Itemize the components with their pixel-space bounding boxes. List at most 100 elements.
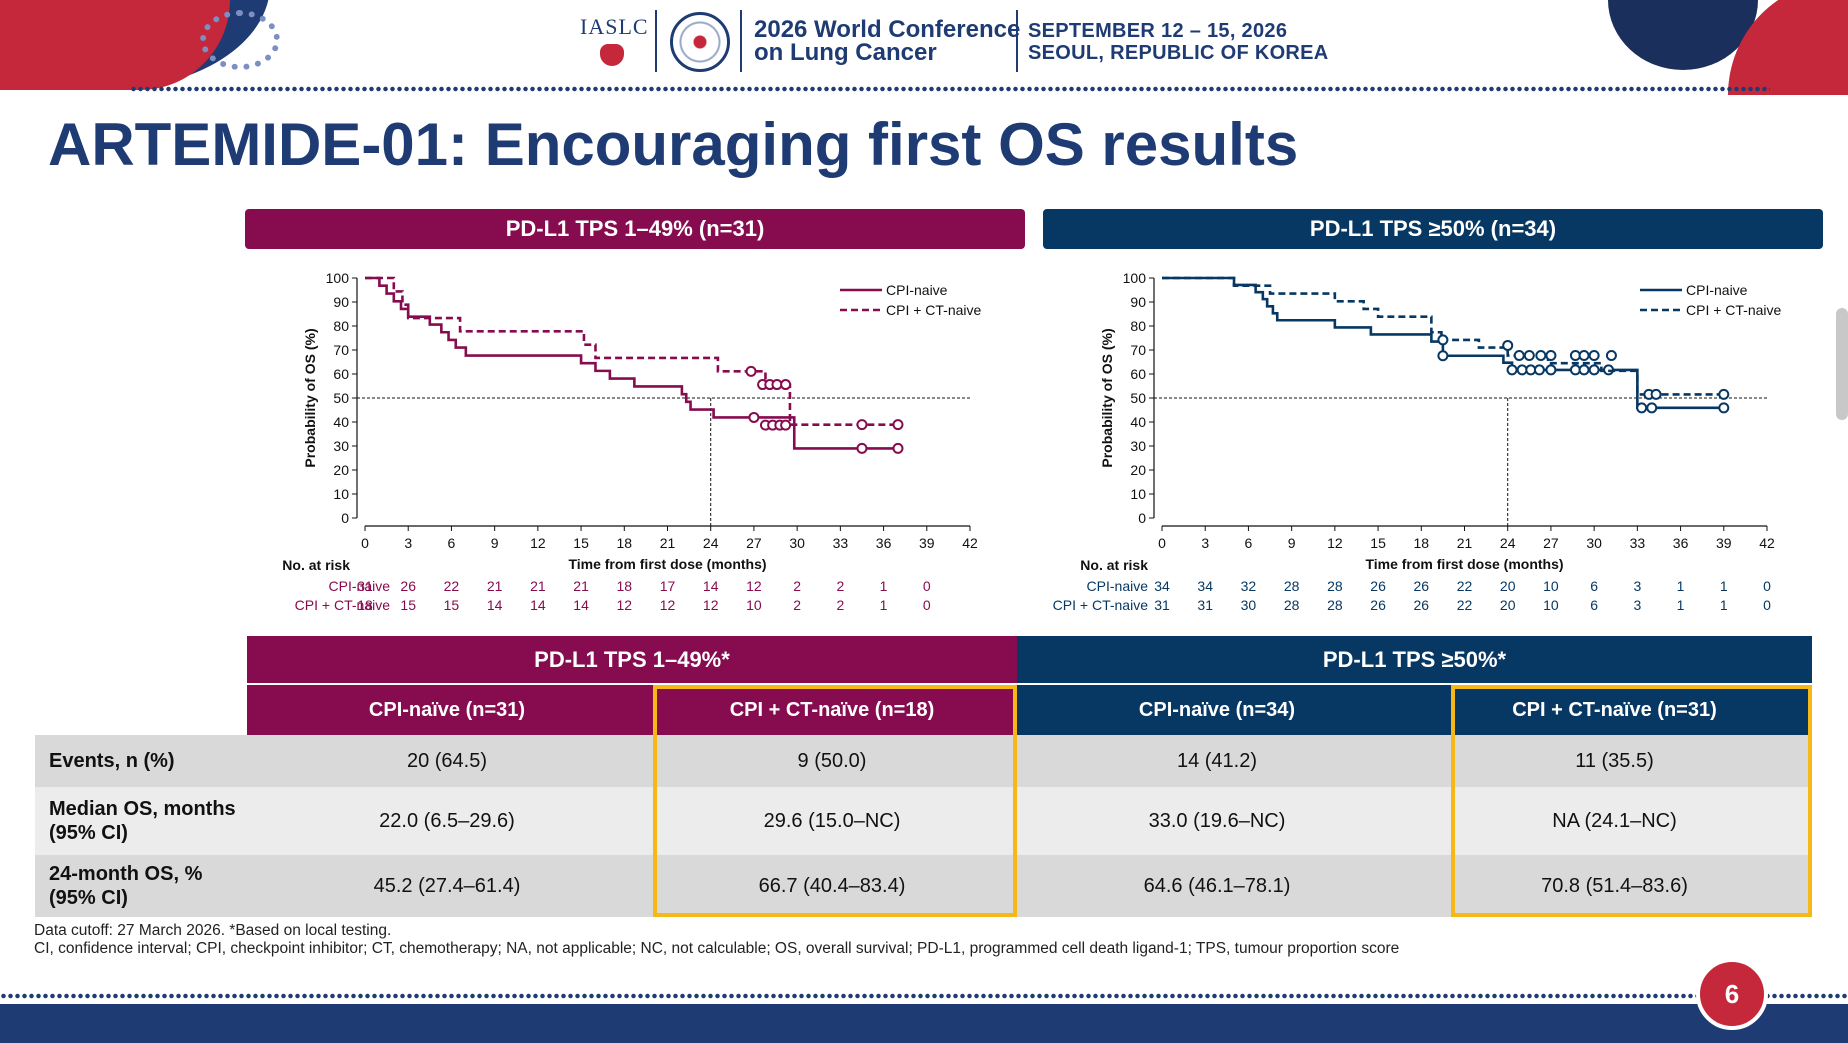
at-risk-count: 17 xyxy=(660,578,676,594)
at-risk-count: 34 xyxy=(1197,578,1213,594)
legend-label: CPI-naive xyxy=(886,282,948,298)
censor-marker xyxy=(780,419,792,431)
at-risk-count: 31 xyxy=(1197,597,1213,613)
conference-dates: SEPTEMBER 12 – 15, 2026 xyxy=(1028,20,1288,42)
censor-marker xyxy=(1636,402,1648,414)
y-tick-label: 40 xyxy=(1130,414,1146,430)
footer-bar xyxy=(0,1004,1848,1043)
panel-header-tps-50: PD-L1 TPS ≥50% (n=34) xyxy=(1043,209,1823,249)
censor-marker xyxy=(1513,350,1525,362)
y-tick-label: 60 xyxy=(333,366,349,382)
table-col-header: CPI + CT-naïve (n=18) xyxy=(647,685,1017,735)
table-row xyxy=(35,855,1812,917)
at-risk-count: 30 xyxy=(1241,597,1257,613)
y-tick-label: 0 xyxy=(341,510,349,526)
censor-marker xyxy=(1502,339,1514,351)
y-tick-label: 40 xyxy=(333,414,349,430)
at-risk-count: 28 xyxy=(1327,597,1343,613)
x-tick-label: 24 xyxy=(1500,535,1516,551)
x-tick-label: 30 xyxy=(789,535,805,551)
x-tick-label: 0 xyxy=(361,535,369,551)
at-risk-count: 2 xyxy=(793,578,801,594)
header-divider xyxy=(655,10,657,72)
at-risk-count: 21 xyxy=(530,578,546,594)
at-risk-count: 26 xyxy=(400,578,416,594)
at-risk-count: 15 xyxy=(400,597,416,613)
table-cell: 29.6 (15.0–NC) xyxy=(763,809,901,832)
censor-marker xyxy=(1646,402,1658,414)
at-risk-count: 1 xyxy=(1720,597,1728,613)
x-axis-label: Time from first dose (months) xyxy=(568,556,766,572)
table-cell: 45.2 (27.4–61.4) xyxy=(373,874,521,897)
legend-label: CPI-naive xyxy=(1686,282,1748,298)
censor-marker xyxy=(780,379,792,391)
y-tick-label: 20 xyxy=(1130,462,1146,478)
at-risk-count: 26 xyxy=(1370,578,1386,594)
x-tick-label: 36 xyxy=(1673,535,1689,551)
at-risk-title: No. at risk xyxy=(282,557,350,573)
at-risk-count: 18 xyxy=(616,578,632,594)
x-tick-label: 27 xyxy=(1543,535,1559,551)
at-risk-count: 31 xyxy=(357,578,373,594)
footer-dotted-rule xyxy=(0,993,1848,999)
legend-label: CPI + CT-naive xyxy=(1686,302,1782,318)
conference-name-line2: on Lung Cancer xyxy=(754,39,937,66)
censor-marker xyxy=(892,442,904,454)
at-risk-count: 3 xyxy=(1633,597,1641,613)
censor-marker xyxy=(1437,334,1449,346)
at-risk-count: 18 xyxy=(357,597,373,613)
y-tick-label: 10 xyxy=(333,486,349,502)
table-cell: 9 (50.0) xyxy=(797,749,867,772)
conference-date: SEPTEMBER 12 – 15, 2026 SEOUL, REPUBLIC … xyxy=(1028,20,1329,64)
y-axis-label: Probability of OS (%) xyxy=(302,328,318,467)
at-risk-count: 28 xyxy=(1284,578,1300,594)
at-risk-count: 2 xyxy=(793,597,801,613)
at-risk-count: 26 xyxy=(1413,597,1429,613)
table-cell: 14 (41.2) xyxy=(1176,749,1258,772)
at-risk-count: 10 xyxy=(1543,578,1559,594)
at-risk-count: 28 xyxy=(1284,597,1300,613)
slide-title: ARTEMIDE-01: Encouraging first OS result… xyxy=(48,111,1299,178)
x-tick-label: 9 xyxy=(1288,535,1296,551)
x-tick-label: 36 xyxy=(876,535,892,551)
at-risk-count: 31 xyxy=(1154,597,1170,613)
y-tick-label: 70 xyxy=(333,342,349,358)
at-risk-count: 34 xyxy=(1154,578,1170,594)
panel-header-tps-1-49: PD-L1 TPS 1–49% (n=31) xyxy=(245,209,1025,249)
at-risk-count: 1 xyxy=(1677,578,1685,594)
table-header-divider xyxy=(247,683,1812,685)
x-tick-label: 12 xyxy=(530,535,546,551)
iaslc-logo: IASLC xyxy=(580,14,649,39)
y-tick-label: 90 xyxy=(333,294,349,310)
censor-marker xyxy=(1650,388,1662,400)
scrollbar-thumb[interactable] xyxy=(1836,308,1848,420)
at-risk-count: 6 xyxy=(1590,597,1598,613)
x-tick-label: 42 xyxy=(962,535,978,551)
x-tick-label: 3 xyxy=(1201,535,1209,551)
at-risk-count: 12 xyxy=(746,578,762,594)
x-tick-label: 0 xyxy=(1158,535,1166,551)
table-cell: 20 (64.5) xyxy=(406,749,488,772)
x-tick-label: 42 xyxy=(1759,535,1775,551)
censor-marker xyxy=(1718,402,1730,414)
at-risk-count: 3 xyxy=(1633,578,1641,594)
y-tick-label: 70 xyxy=(1130,342,1146,358)
x-tick-label: 18 xyxy=(616,535,632,551)
conference-header: IASLC 2026 World Conference on Lung Canc… xyxy=(0,0,1848,95)
at-risk-count: 0 xyxy=(1763,597,1771,613)
x-tick-label: 15 xyxy=(573,535,589,551)
at-risk-row-label: CPI + CT-naive xyxy=(1053,597,1149,613)
at-risk-row-label: CPI-naive xyxy=(1087,578,1149,594)
censor-marker xyxy=(1545,350,1557,362)
x-tick-label: 6 xyxy=(1245,535,1253,551)
x-tick-label: 39 xyxy=(919,535,935,551)
censor-marker xyxy=(1506,364,1518,376)
header-dotted-rule xyxy=(130,86,1770,92)
y-tick-label: 50 xyxy=(1130,390,1146,406)
censor-marker xyxy=(1523,350,1535,362)
censor-marker xyxy=(1588,364,1600,376)
conference-name: 2026 World Conference on Lung Cancer xyxy=(754,18,1020,66)
censor-marker xyxy=(1588,350,1600,362)
x-tick-label: 12 xyxy=(1327,535,1343,551)
header-divider xyxy=(1016,10,1018,72)
